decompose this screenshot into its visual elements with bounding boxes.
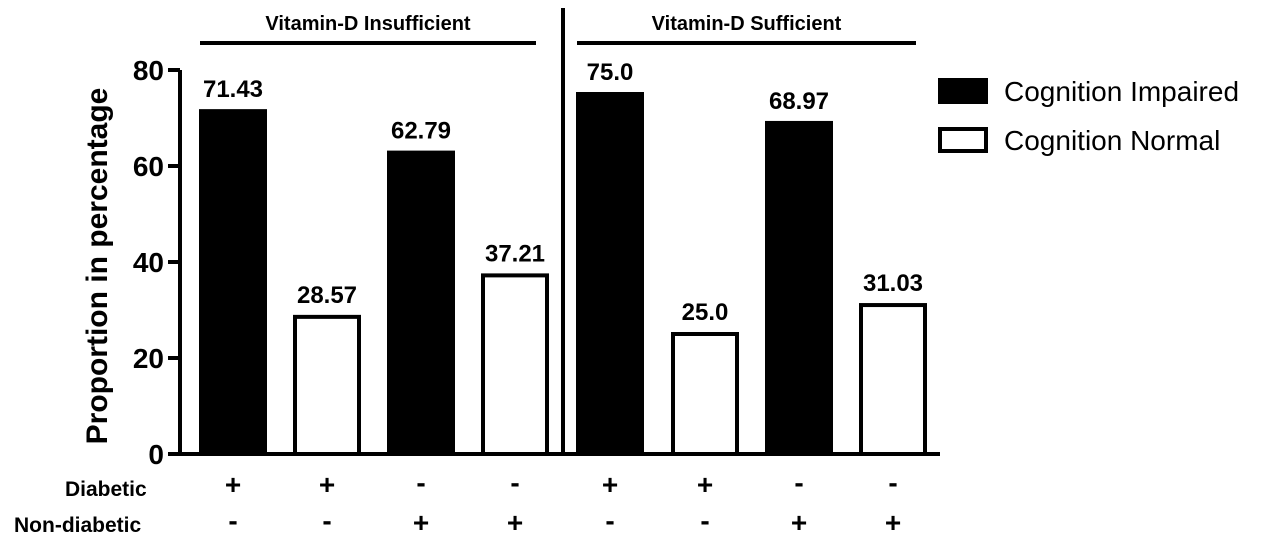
nondiabetic-sign: + (507, 507, 523, 538)
legend-label: Cognition Impaired (1004, 76, 1239, 107)
legend-label: Cognition Normal (1004, 125, 1220, 156)
bar-value-label: 71.43 (203, 76, 263, 103)
diabetic-sign: + (225, 469, 241, 500)
condition-signs: Diabetic Non-diabetic + - + - - + - + + - + - - + - + (14, 467, 901, 538)
legend: Cognition Impaired Cognition Normal (938, 76, 1239, 156)
group-header-label: Vitamin-D Sufficient (652, 13, 842, 35)
diabetic-sign: - (416, 467, 425, 498)
y-tick-label: 0 (148, 439, 164, 470)
row-label-diabetic: Diabetic (65, 478, 147, 501)
diabetic-sign: + (697, 469, 713, 500)
bar-value-label: 68.97 (769, 88, 829, 115)
bar-impaired (576, 92, 644, 456)
y-tick-label: 40 (133, 247, 164, 278)
bar-value-label: 31.03 (863, 270, 923, 297)
y-tick-label: 80 (133, 55, 164, 86)
nondiabetic-sign: + (413, 507, 429, 538)
bar-impaired (765, 120, 833, 456)
data-labels: 71.43 28.57 62.79 37.21 75.0 25.0 68.97 31.03 (203, 59, 923, 326)
bar-normal (671, 332, 739, 456)
bar-impaired (387, 150, 455, 456)
nondiabetic-sign: - (700, 505, 709, 536)
bar-normal (859, 303, 927, 456)
bar-value-label: 75.0 (587, 59, 634, 86)
legend-swatch (938, 127, 988, 153)
diabetic-sign: - (888, 467, 897, 498)
nondiabetic-sign: + (791, 507, 807, 538)
group-headers: Vitamin-D Insufficient Vitamin-D Sufficie… (200, 13, 916, 45)
y-axis-label: Proportion in percentage (81, 88, 114, 445)
diabetic-sign: + (602, 469, 618, 500)
bars (199, 92, 927, 457)
y-tick-label: 20 (133, 343, 164, 374)
legend-swatch (938, 78, 988, 104)
bar-impaired (199, 109, 267, 457)
bar-normal (293, 314, 361, 457)
nondiabetic-sign: - (322, 505, 331, 536)
row-label-nondiabetic: Non-diabetic (14, 514, 141, 537)
bar-value-label: 62.79 (391, 118, 451, 145)
group-header-label: Vitamin-D Insufficient (265, 13, 471, 35)
bar-value-label: 28.57 (297, 282, 357, 309)
y-tick-label: 60 (133, 151, 164, 182)
bar-value-label: 25.0 (682, 299, 729, 326)
diabetic-sign: - (794, 467, 803, 498)
diabetic-sign: - (510, 467, 519, 498)
bar-normal (481, 273, 549, 456)
nondiabetic-sign: - (228, 505, 237, 536)
bar-value-label: 37.21 (485, 240, 545, 267)
nondiabetic-sign: - (605, 505, 614, 536)
diabetic-sign: + (319, 469, 335, 500)
nondiabetic-sign: + (885, 507, 901, 538)
